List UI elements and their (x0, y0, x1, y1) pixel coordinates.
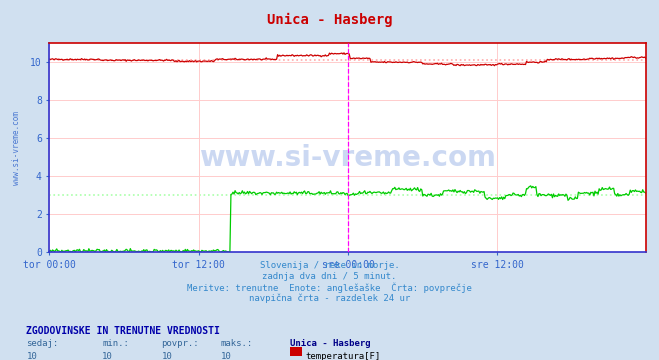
Text: Unica - Hasberg: Unica - Hasberg (267, 13, 392, 27)
Text: www.si-vreme.com: www.si-vreme.com (12, 111, 21, 185)
Text: min.:: min.: (102, 339, 129, 348)
Text: maks.:: maks.: (221, 339, 253, 348)
Text: 10: 10 (221, 352, 231, 360)
Text: zadnja dva dni / 5 minut.: zadnja dva dni / 5 minut. (262, 272, 397, 281)
Text: povpr.:: povpr.: (161, 339, 199, 348)
Text: 10: 10 (102, 352, 113, 360)
Text: ZGODOVINSKE IN TRENUTNE VREDNOSTI: ZGODOVINSKE IN TRENUTNE VREDNOSTI (26, 326, 220, 336)
Text: Unica - Hasberg: Unica - Hasberg (290, 339, 370, 348)
Text: temperatura[F]: temperatura[F] (305, 352, 380, 360)
Text: 10: 10 (26, 352, 37, 360)
Text: Meritve: trenutne  Enote: anglešaške  Črta: povprečje: Meritve: trenutne Enote: anglešaške Črta… (187, 283, 472, 293)
Text: www.si-vreme.com: www.si-vreme.com (199, 144, 496, 172)
Text: Slovenija / reke in morje.: Slovenija / reke in morje. (260, 261, 399, 270)
Text: 10: 10 (161, 352, 172, 360)
Text: sedaj:: sedaj: (26, 339, 59, 348)
Text: navpična črta - razdelek 24 ur: navpična črta - razdelek 24 ur (249, 293, 410, 303)
